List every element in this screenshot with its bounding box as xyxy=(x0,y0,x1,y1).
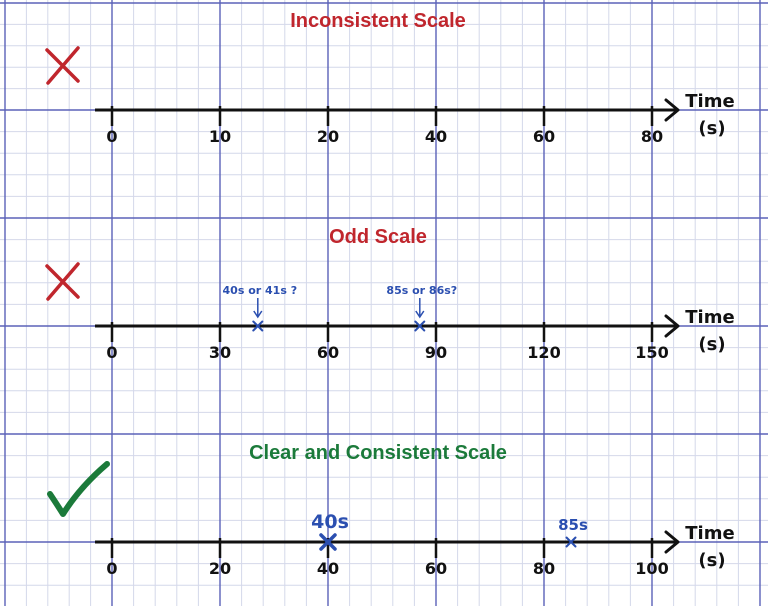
data-point-marker: 85s or 86s? xyxy=(386,284,457,332)
tick-label: 10 xyxy=(209,127,231,146)
cross-stroke xyxy=(46,46,80,85)
cross-stroke xyxy=(46,262,80,301)
point-arrow-icon xyxy=(253,310,263,319)
axis-label-unit: (s) xyxy=(698,118,725,139)
axis-label-time: Time xyxy=(685,523,734,544)
axis-label-time: Time xyxy=(685,307,734,328)
tick-label: 40 xyxy=(425,127,447,146)
point-annotation: 85s or 86s? xyxy=(386,284,457,297)
point-annotation: 85s xyxy=(558,516,588,534)
tick-label: 150 xyxy=(635,343,668,362)
tick-label: 60 xyxy=(533,127,555,146)
cross-mark-icon xyxy=(45,262,80,301)
axis-label-unit: (s) xyxy=(698,550,725,571)
tick-label: 20 xyxy=(209,559,231,578)
point-annotation: 40s xyxy=(311,511,349,533)
axis-arrowhead-icon xyxy=(664,530,680,554)
data-point-marker: 40s xyxy=(311,511,349,551)
cross-mark-icon xyxy=(45,46,80,85)
axis-label-time: Time xyxy=(685,91,734,112)
tick-label: 0 xyxy=(106,343,117,362)
panel-title: Odd Scale xyxy=(329,226,427,248)
tick-label: 60 xyxy=(317,343,339,362)
tick-label: 40 xyxy=(317,559,339,578)
data-point-marker: 40s or 41s ? xyxy=(223,284,298,332)
tick-label: 80 xyxy=(533,559,555,578)
point-cross-stroke xyxy=(565,536,577,548)
tick-label: 0 xyxy=(106,559,117,578)
point-arrow-icon xyxy=(415,310,425,319)
tick-label: 120 xyxy=(527,343,560,362)
point-cross-stroke xyxy=(319,533,337,551)
panel-2: Odd Scale Time (s) 0 30 60 90 120 150 40s or 41s … xyxy=(45,226,735,362)
panel-3: Clear and Consistent Scale Time (s) 0 20 40 60… xyxy=(47,442,735,578)
point-annotation: 40s or 41s ? xyxy=(223,284,298,297)
axis-arrowhead-icon xyxy=(664,98,680,122)
tick-label: 80 xyxy=(641,127,663,146)
tick-label: 20 xyxy=(317,127,339,146)
data-point-marker: 85s xyxy=(558,516,588,548)
panel-title: Clear and Consistent Scale xyxy=(249,442,507,464)
panel-1: Inconsistent Scale Time (s) 0 10 20 40 60 80 xyxy=(45,10,735,146)
point-cross-stroke xyxy=(414,320,426,332)
tick-label: 60 xyxy=(425,559,447,578)
axis-arrowhead-icon xyxy=(664,314,680,338)
axis-label-unit: (s) xyxy=(698,334,725,355)
panel-title: Inconsistent Scale xyxy=(290,10,466,32)
check-mark-icon xyxy=(47,461,110,517)
tick-label: 30 xyxy=(209,343,231,362)
panels: Inconsistent Scale Time (s) 0 10 20 40 60 80 Odd … xyxy=(45,10,735,578)
point-cross-stroke xyxy=(252,320,264,332)
tick-label: 100 xyxy=(635,559,668,578)
tick-label: 90 xyxy=(425,343,447,362)
tick-label: 0 xyxy=(106,127,117,146)
